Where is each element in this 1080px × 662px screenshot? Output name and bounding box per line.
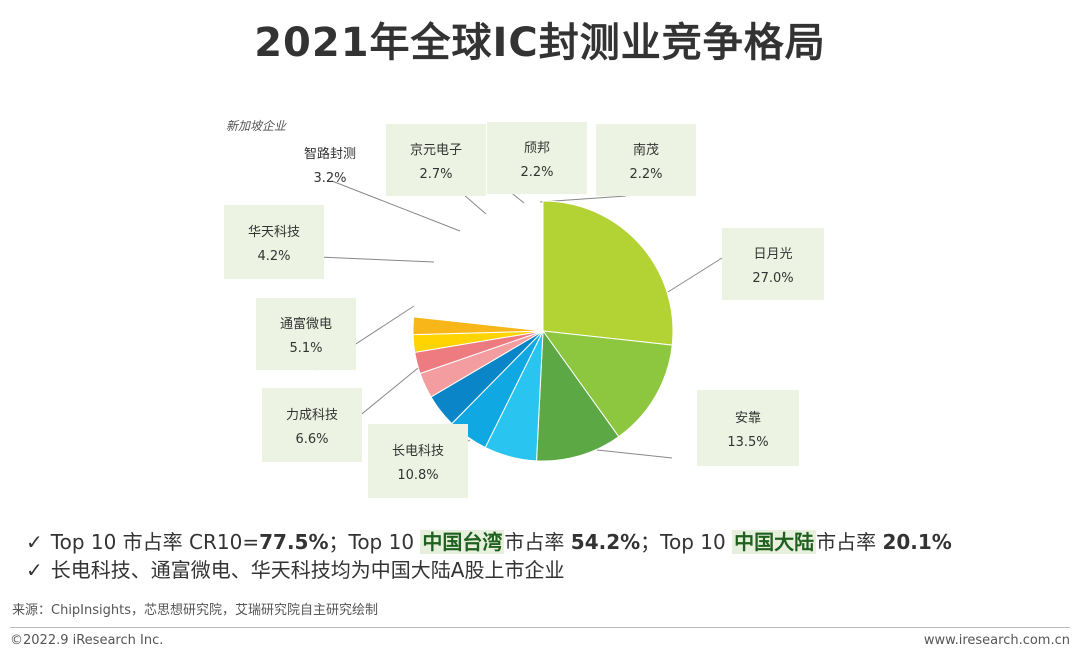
slice-value-label: 2.7% (419, 167, 452, 182)
label-box (224, 205, 324, 279)
bullet-segment: ；Top 10 (640, 530, 733, 554)
slice-label: 通富微电 (280, 316, 332, 332)
slice-value-label: 2.2% (520, 165, 553, 180)
check-icon: ✓ (26, 558, 43, 582)
label-box (722, 228, 824, 300)
label-box (368, 424, 468, 498)
bullet-segment: 长电科技、通富微电、华天科技均为中国大陆A股上市企业 (50, 558, 565, 582)
leader-line (596, 449, 673, 459)
slice-value-label: 2.2% (629, 167, 662, 182)
slice-label: 安靠 (735, 411, 761, 426)
slice-label: 日月光 (753, 247, 792, 262)
slice-label: 智路封测 (304, 146, 356, 162)
source-note: 来源：ChipInsights，芯思想研究院，艾瑞研究院自主研究绘制 (12, 603, 378, 618)
label-box (386, 124, 486, 196)
label-box (256, 298, 356, 370)
bullet-segment: ；Top 10 (328, 530, 421, 554)
label-box (596, 124, 696, 196)
highlight-text: 中国大陆 (732, 530, 817, 554)
bullet-text-2: 长电科技、通富微电、华天科技均为中国大陆A股上市企业 (51, 558, 565, 582)
website-link[interactable]: www.iresearch.com.cn (923, 633, 1070, 648)
bullet-text-1: Top 10 市占率 CR10=77.5%；Top 10 中国台湾 市占率 54.… (51, 530, 952, 554)
leader-line (331, 180, 461, 232)
bullet-segment: Top 10 市占率 CR10= (50, 530, 260, 554)
bullet-line-2: ✓ 长电科技、通富微电、华天科技均为中国大陆A股上市企业 (26, 556, 952, 584)
bullet-segment: 市占率 (504, 530, 571, 554)
slice-value-label: 5.1% (289, 341, 322, 356)
slice-value-label: 10.8% (397, 468, 438, 483)
copyright: ©2022.9 iResearch Inc. (10, 633, 164, 648)
bullet-segment: 77.5% (259, 530, 329, 554)
pie-slice (541, 330, 673, 438)
slice-value-label: 13.5% (727, 435, 768, 450)
slice-label: 华天科技 (248, 225, 300, 240)
slice-value-label: 4.2% (257, 249, 290, 264)
pie-chart: 日月光 27.0% 安靠 13.5% 长电科技 10.8% 力成科技 6.6% 通富微电 5.1%… (224, 119, 824, 498)
bullet-segment: 市占率 (816, 530, 883, 554)
slice-label: 南茂 (633, 142, 659, 158)
pie-slice (536, 329, 620, 462)
label-box (487, 122, 587, 194)
bullet-list: ✓ Top 10 市占率 CR10=77.5%；Top 10 中国台湾 市占率 54… (26, 528, 952, 584)
bullet-line-1: ✓ Top 10 市占率 CR10=77.5%；Top 10 中国台湾 市占率 54… (26, 528, 952, 556)
slice-label: 力成科技 (286, 408, 338, 423)
slice-value-label: 3.2% (313, 171, 346, 186)
slice-value-label: 6.6% (295, 432, 328, 447)
page-title: 2021年全球IC封测业竞争格局 (254, 20, 826, 66)
label-box (697, 390, 799, 466)
pie-slice (542, 200, 674, 346)
slice-value-label: 27.0% (752, 271, 793, 286)
bullet-segment: 20.1% (882, 530, 952, 554)
bullet-segment: 54.2% (570, 530, 641, 554)
leader-line (667, 257, 723, 293)
pie-slice (412, 316, 544, 336)
footer-divider (10, 627, 1070, 628)
annotation-singapore: 新加坡企业 (226, 119, 287, 133)
slice-label: 长电科技 (392, 444, 444, 459)
highlight-text: 中国台湾 (420, 530, 505, 554)
label-box (262, 388, 362, 462)
slice-label: 颀邦 (524, 141, 550, 156)
check-icon: ✓ (26, 530, 43, 554)
slice-label: 京元电子 (410, 143, 462, 158)
